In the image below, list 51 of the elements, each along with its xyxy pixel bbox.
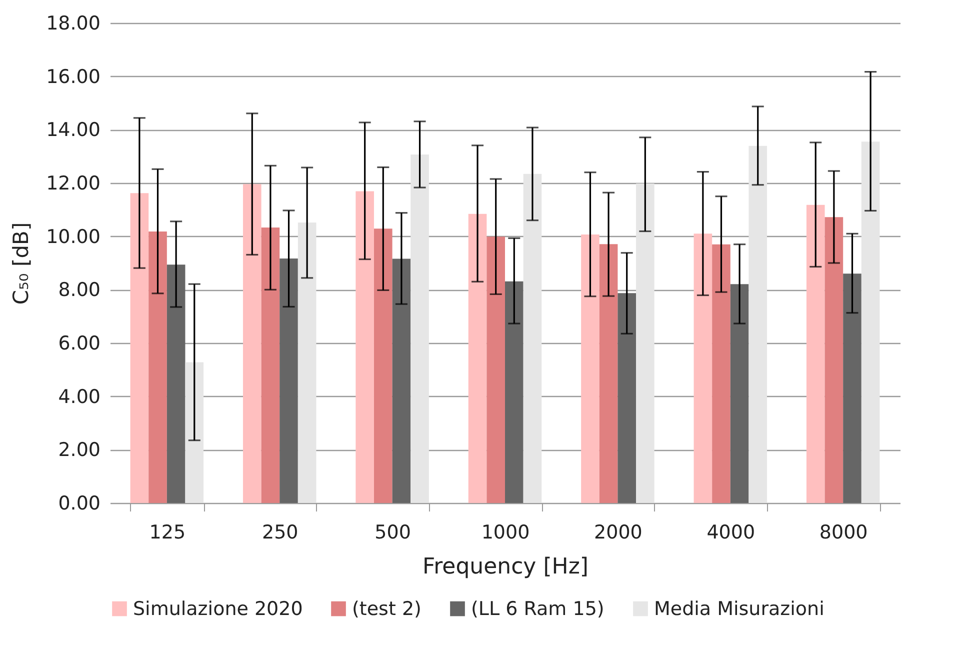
bar <box>581 234 600 503</box>
legend-label: Simulazione 2020 <box>133 598 303 620</box>
bar <box>806 204 825 503</box>
y-tick-label: 0.00 <box>58 492 100 514</box>
legend-label: Media Misurazioni <box>654 598 824 620</box>
y-tick-label: 12.00 <box>46 172 100 194</box>
bar <box>356 191 374 503</box>
bar <box>636 184 654 503</box>
bar <box>748 146 768 503</box>
bar <box>843 274 862 503</box>
y-tick-label: 4.00 <box>58 386 100 408</box>
x-tick-label: 2000 <box>594 522 642 544</box>
x-tick-label: 500 <box>374 522 411 544</box>
x-tick-label: 125 <box>149 522 186 544</box>
bar <box>599 244 618 503</box>
x-tick-label: 8000 <box>819 522 868 544</box>
legend-label: (LL 6 Ram 15) <box>471 598 604 620</box>
x-tick-label: 1000 <box>481 522 530 544</box>
y-tick-label: 10.00 <box>46 226 100 248</box>
x-tick-label: 4000 <box>706 522 756 544</box>
bar <box>712 244 730 503</box>
y-tick-label: 8.00 <box>58 279 100 302</box>
bar <box>298 222 316 503</box>
bar <box>486 236 505 503</box>
bar <box>130 193 149 503</box>
bar <box>824 217 844 503</box>
bar <box>505 281 524 503</box>
legend-label: (test 2) <box>352 598 422 620</box>
x-tick-label: 250 <box>262 522 298 544</box>
bar <box>374 228 392 503</box>
y-tick-label: 18.00 <box>46 12 100 34</box>
y-tick-label: 6.00 <box>58 332 100 354</box>
bar <box>694 234 712 503</box>
bar <box>261 228 280 503</box>
bar <box>148 232 167 503</box>
bar <box>185 362 204 503</box>
x-axis-title: Frequency [Hz] <box>422 554 588 580</box>
bar <box>392 258 411 503</box>
y-tick-label: 16.00 <box>46 66 100 88</box>
bar <box>166 264 186 503</box>
bar <box>242 184 262 503</box>
y-tick-label: 2.00 <box>58 439 100 462</box>
y-tick-label: 14.00 <box>46 119 100 142</box>
bar <box>861 142 880 503</box>
bar <box>618 293 636 503</box>
bar <box>410 154 429 503</box>
bar <box>730 284 749 503</box>
bar <box>523 174 542 503</box>
bar <box>280 258 298 503</box>
bar <box>468 214 487 503</box>
y-axis-title: C₅₀ [dB] <box>9 222 34 305</box>
